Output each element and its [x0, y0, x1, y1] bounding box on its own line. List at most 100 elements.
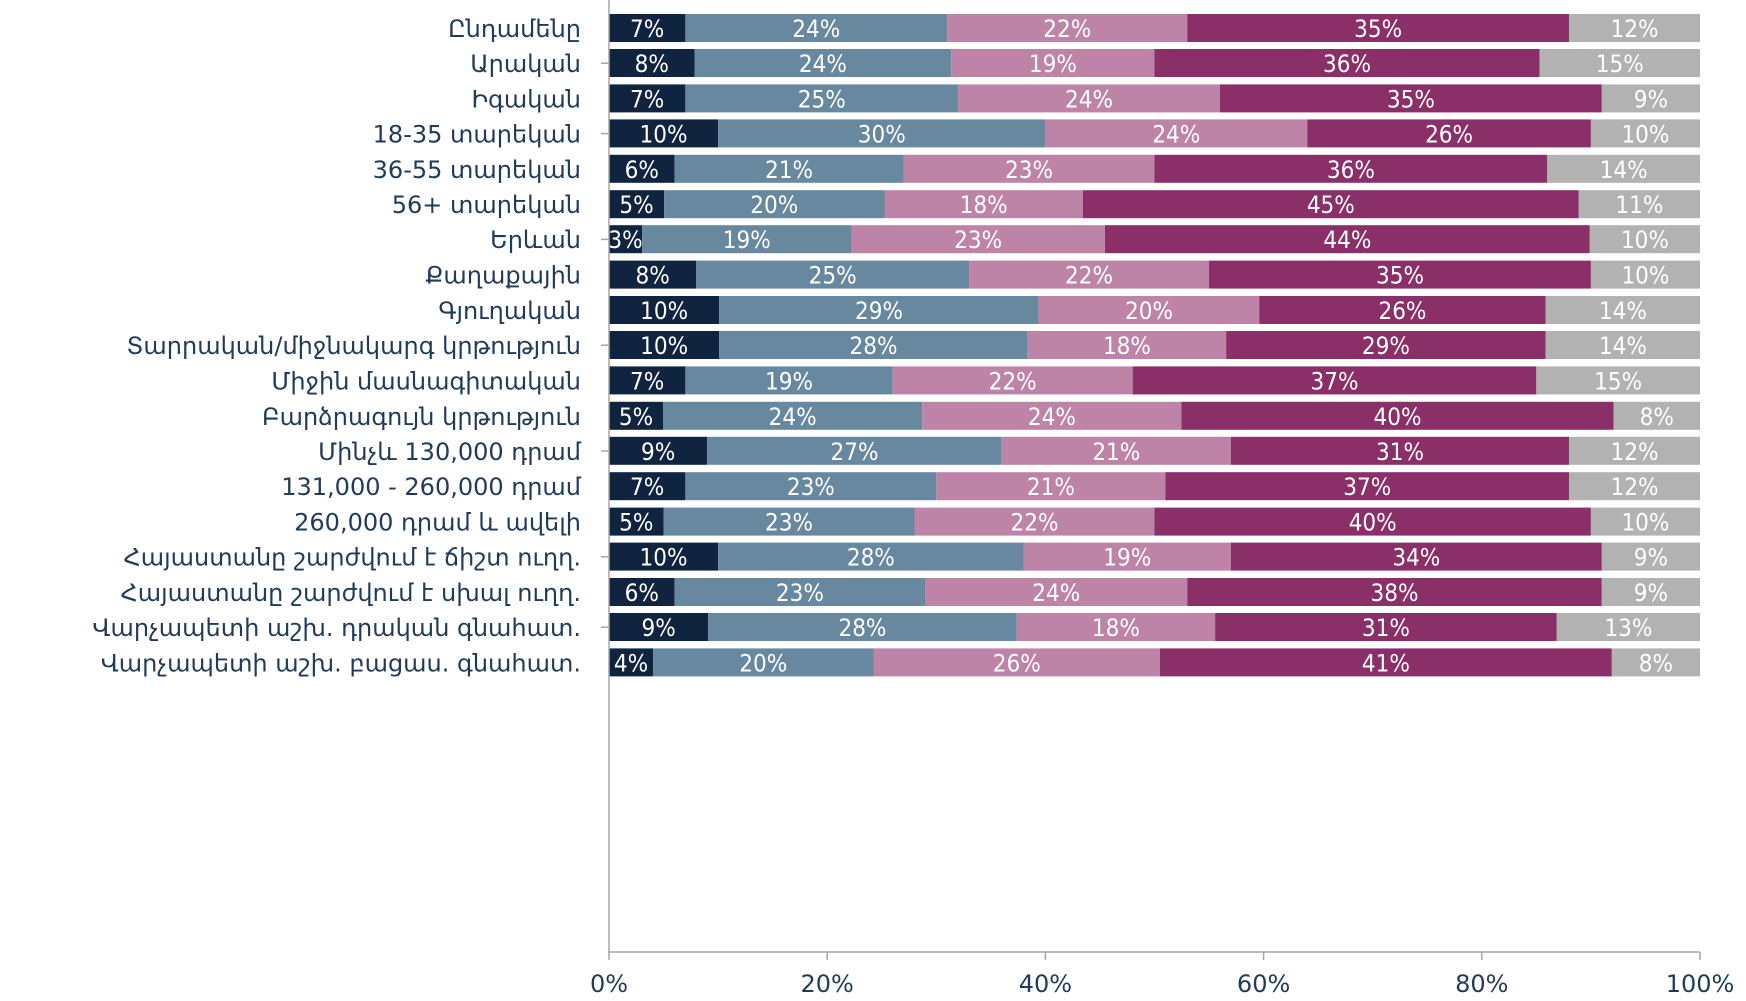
bar-segment [958, 84, 1220, 113]
data-label: 24% [1065, 85, 1113, 113]
bar-segment [1569, 436, 1700, 465]
category-labels: Ընդամենը Արական Իգական 18-35 տարեկան 36-55 տ… [92, 15, 581, 677]
bar-row: 7% 24% 22% 35% 12% [609, 14, 1700, 43]
bar-segment [1536, 366, 1700, 395]
bar-segment [1226, 331, 1546, 359]
bar-segment [663, 401, 923, 430]
data-label: 37% [1343, 473, 1391, 501]
bar-segment [1215, 613, 1557, 641]
data-label: 24% [1152, 120, 1200, 148]
bar-row: 8% 24% 19% 36% 15% [609, 49, 1700, 78]
data-label: 18% [1092, 614, 1140, 642]
data-label: 22% [1010, 509, 1058, 537]
data-label: 3% [608, 226, 642, 254]
bar-segment [1027, 331, 1227, 359]
category-label: 56+ տարեկան [392, 191, 581, 219]
bar-segment [609, 401, 664, 430]
bar-segment [1160, 648, 1612, 677]
data-label: 9% [1634, 579, 1668, 607]
data-label: 25% [809, 262, 857, 290]
bar-segment [1001, 436, 1231, 465]
bar-segment [1154, 49, 1540, 77]
data-label: 23% [765, 509, 813, 537]
data-label: 10% [1621, 509, 1669, 537]
bar-segment [718, 542, 1024, 571]
x-axis: 0% 20% 40% 60% 80% 100% [590, 0, 1734, 998]
bar-segment [1230, 436, 1570, 465]
bar-segment [718, 119, 1046, 148]
bar-row: 7% 23% 21% 37% 12% [609, 472, 1700, 501]
bar-segment [1613, 401, 1700, 430]
bar-segment [609, 84, 686, 113]
data-label: 22% [1043, 15, 1091, 43]
data-label: 21% [1092, 438, 1140, 466]
data-label: 5% [619, 403, 653, 431]
category-label: Միջին մասնագիտական [271, 367, 581, 395]
data-label: 24% [769, 403, 817, 431]
bar-row: 3% 19% 23% 44% 10% [608, 225, 1700, 254]
data-label: 28% [849, 332, 897, 360]
category-label: Հայաստանը շարժվում է սխալ ուղղ. [121, 579, 581, 607]
bar-segment [1259, 296, 1546, 324]
data-label: 19% [723, 226, 771, 254]
bar-segment [609, 190, 665, 219]
data-label: 8% [1640, 403, 1674, 431]
x-tick-label: 0% [590, 970, 628, 998]
bar-segment [1038, 296, 1260, 324]
category-label: 36-55 տարեկան [373, 156, 581, 184]
data-label: 5% [619, 191, 653, 219]
category-label: Տարրական/միջնակարգ կրթություն [126, 332, 581, 360]
bar-segment [696, 260, 970, 289]
bar-segment [1545, 296, 1700, 324]
bar-segment [884, 190, 1083, 219]
data-label: 23% [1005, 156, 1053, 184]
data-label: 28% [838, 614, 886, 642]
bar-segment [609, 648, 654, 677]
bar-segment [609, 578, 675, 606]
data-label: 40% [1374, 403, 1422, 431]
bar-segment [609, 542, 719, 571]
data-label: 10% [1621, 226, 1669, 254]
bar-segment [674, 154, 904, 183]
bar-segment [664, 190, 885, 219]
data-label: 6% [625, 156, 659, 184]
category-label: Իգական [471, 85, 581, 113]
bar-segment [914, 507, 1155, 536]
data-label: 9% [1634, 85, 1668, 113]
data-label: 12% [1611, 473, 1659, 501]
category-label: 260,000 դրամ և ավելի [294, 509, 581, 537]
bar-segment [685, 84, 959, 113]
bar-segment [685, 472, 937, 501]
data-label: 24% [1032, 579, 1080, 607]
bar-row: 7% 19% 22% 37% 15% [609, 366, 1700, 395]
bar-segment [903, 154, 1155, 183]
bar-segment [1601, 542, 1700, 571]
bar-row: 10% 28% 19% 34% 9% [609, 542, 1700, 572]
data-label: 18% [960, 191, 1008, 219]
data-label: 21% [765, 156, 813, 184]
data-label: 26% [993, 649, 1041, 677]
bar-segment [1187, 578, 1602, 606]
data-label: 18% [1103, 332, 1151, 360]
bar-segment [1082, 190, 1579, 219]
bar-segment [609, 436, 708, 465]
bar-segment [694, 49, 952, 77]
bar-segment [1601, 84, 1700, 113]
bar-segment [1569, 472, 1700, 501]
data-label: 23% [776, 579, 824, 607]
bar-row: 9% 27% 21% 31% 12% [609, 436, 1700, 466]
data-label: 22% [989, 367, 1037, 395]
bar-segment [1590, 119, 1700, 148]
bar-segment [609, 119, 719, 148]
bar-segment [936, 472, 1166, 501]
data-label: 23% [954, 226, 1002, 254]
data-label: 38% [1371, 579, 1419, 607]
data-label: 7% [630, 473, 664, 501]
data-label: 10% [640, 332, 688, 360]
data-label: 24% [1028, 403, 1076, 431]
data-label: 10% [1621, 120, 1669, 148]
data-label: 14% [1600, 156, 1648, 184]
bar-segment [609, 366, 686, 395]
bar-segment [1219, 84, 1602, 113]
bar-segment [609, 154, 675, 183]
